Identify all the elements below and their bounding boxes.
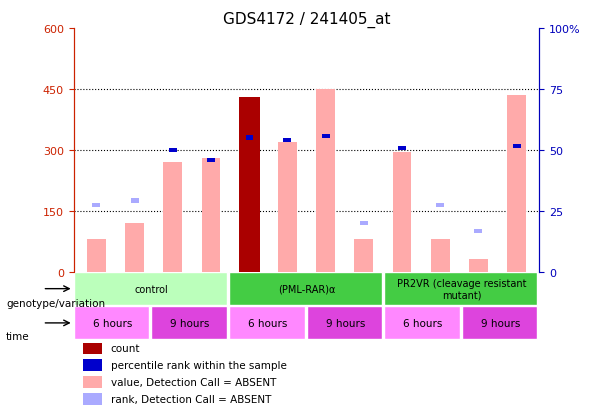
FancyBboxPatch shape	[384, 273, 538, 305]
Text: (PML-RAR)α: (PML-RAR)α	[278, 284, 335, 294]
Bar	[83, 376, 102, 388]
Bar	[278, 142, 297, 272]
Text: PR2VR (cleavage resistant
mutant): PR2VR (cleavage resistant mutant)	[397, 278, 527, 300]
Text: rank, Detection Call = ABSENT: rank, Detection Call = ABSENT	[111, 394, 271, 404]
FancyBboxPatch shape	[74, 273, 227, 305]
Bar	[469, 260, 488, 272]
Bar	[246, 135, 253, 140]
Text: count: count	[111, 344, 140, 354]
Bar	[322, 134, 330, 138]
FancyBboxPatch shape	[306, 307, 383, 339]
Bar	[512, 144, 520, 148]
Bar	[360, 221, 368, 225]
Bar	[83, 393, 102, 405]
Bar	[83, 343, 102, 354]
Bar	[392, 152, 411, 272]
Text: 9 hours: 9 hours	[326, 318, 365, 328]
FancyBboxPatch shape	[384, 307, 460, 339]
Text: 9 hours: 9 hours	[481, 318, 520, 328]
Bar	[83, 360, 102, 371]
Text: 6 hours: 6 hours	[93, 318, 132, 328]
Bar	[283, 138, 291, 142]
Bar	[507, 96, 526, 272]
Text: time: time	[6, 332, 30, 342]
Bar	[87, 240, 106, 272]
Text: 6 hours: 6 hours	[403, 318, 443, 328]
FancyBboxPatch shape	[462, 307, 538, 339]
Title: GDS4172 / 241405_at: GDS4172 / 241405_at	[223, 12, 390, 28]
Bar	[436, 203, 444, 207]
Bar	[131, 199, 139, 203]
FancyBboxPatch shape	[74, 307, 150, 339]
Text: 9 hours: 9 hours	[170, 318, 210, 328]
Bar	[93, 203, 101, 207]
Text: control: control	[134, 284, 168, 294]
Text: percentile rank within the sample: percentile rank within the sample	[111, 361, 287, 370]
FancyBboxPatch shape	[151, 307, 227, 339]
Bar	[354, 240, 373, 272]
Bar	[207, 159, 215, 163]
Bar	[431, 240, 449, 272]
Bar	[125, 223, 144, 272]
Text: 6 hours: 6 hours	[248, 318, 287, 328]
Text: genotype/variation: genotype/variation	[6, 299, 105, 309]
Bar	[169, 148, 177, 152]
Bar	[238, 98, 260, 272]
Bar	[202, 159, 221, 272]
FancyBboxPatch shape	[229, 273, 383, 305]
FancyBboxPatch shape	[229, 307, 305, 339]
Bar	[164, 163, 182, 272]
Text: value, Detection Call = ABSENT: value, Detection Call = ABSENT	[111, 377, 276, 387]
Bar	[398, 146, 406, 150]
Bar	[474, 229, 482, 233]
Bar	[316, 90, 335, 272]
